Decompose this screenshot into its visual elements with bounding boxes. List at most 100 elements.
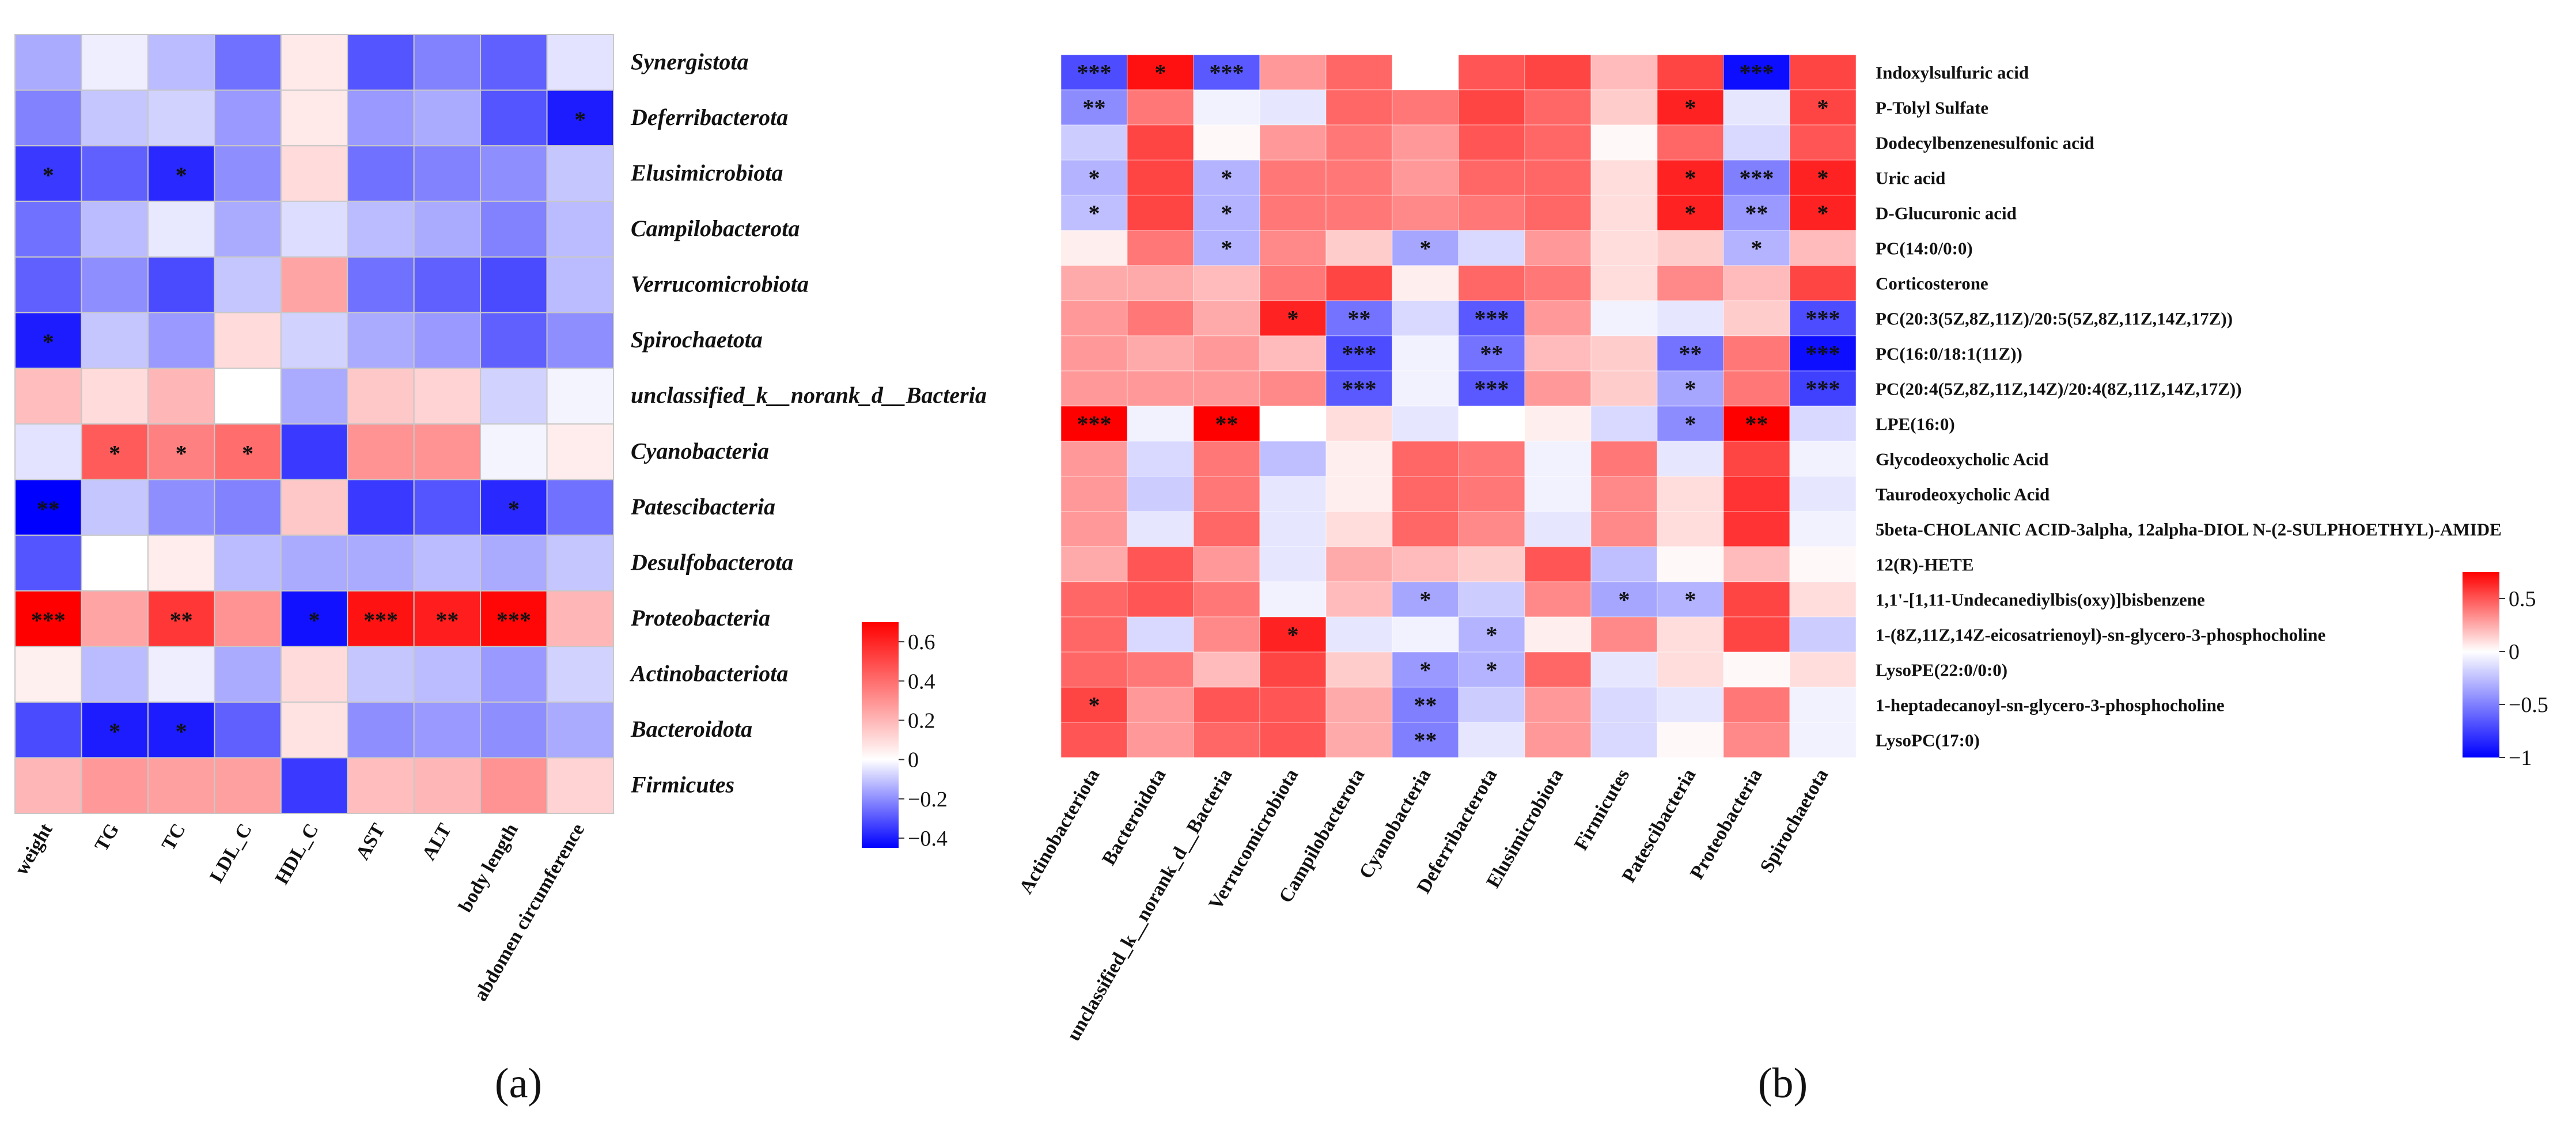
heatmap-cell bbox=[480, 757, 548, 815]
significance-marker: * bbox=[1751, 236, 1763, 262]
heatmap-cell bbox=[1789, 441, 1857, 477]
heatmap-cell bbox=[1723, 89, 1790, 126]
heatmap-cell bbox=[1789, 476, 1857, 512]
heatmap-cell bbox=[1657, 441, 1724, 477]
heatmap-cell bbox=[147, 479, 215, 536]
heatmap-cell bbox=[1060, 335, 1128, 372]
colorbar-tick-label: −0.4 bbox=[908, 827, 948, 851]
heatmap-cell bbox=[1127, 511, 1194, 547]
heatmap-cell bbox=[413, 646, 482, 703]
significance-marker: * bbox=[1420, 587, 1431, 613]
heatmap-cell bbox=[1458, 651, 1525, 688]
heatmap-cell bbox=[1524, 265, 1592, 301]
heatmap-cell bbox=[1524, 300, 1592, 336]
heatmap-cell bbox=[1127, 195, 1194, 231]
heatmap-cell bbox=[1657, 124, 1724, 161]
heatmap-cell bbox=[1458, 370, 1525, 407]
heatmap-cell bbox=[1127, 370, 1194, 407]
heatmap-cell bbox=[147, 368, 215, 425]
row-label: Actinobacteriota bbox=[629, 661, 788, 687]
heatmap-cell bbox=[147, 423, 215, 480]
significance-marker: * bbox=[508, 496, 520, 522]
heatmap-cell bbox=[1127, 406, 1194, 442]
heatmap-cell bbox=[1060, 687, 1128, 723]
significance-marker: *** bbox=[363, 607, 398, 633]
heatmap-cell bbox=[1723, 651, 1790, 688]
heatmap-cell bbox=[280, 479, 348, 536]
heatmap-cell bbox=[1723, 195, 1790, 231]
colorbar-tick-label: 0.5 bbox=[2509, 587, 2536, 611]
heatmap-cell bbox=[1127, 54, 1194, 90]
heatmap-cell bbox=[1259, 546, 1327, 582]
heatmap-cell bbox=[480, 535, 548, 592]
significance-marker: * bbox=[1817, 200, 1829, 226]
row-label: Taurodeoxycholic Acid bbox=[1876, 484, 2050, 505]
heatmap-cell bbox=[147, 256, 215, 313]
column-label: TG bbox=[90, 820, 123, 855]
heatmap-cell bbox=[546, 757, 614, 815]
heatmap-cell bbox=[1325, 124, 1393, 161]
heatmap-cell bbox=[347, 200, 415, 258]
heatmap-cell bbox=[14, 89, 82, 147]
heatmap-cell bbox=[1325, 616, 1393, 653]
heatmap-cell bbox=[480, 145, 548, 202]
heatmap-cell bbox=[413, 34, 482, 91]
significance-marker: *** bbox=[1806, 341, 1840, 367]
row-label: LPE(16:0) bbox=[1876, 414, 1955, 434]
heatmap-cell bbox=[14, 646, 82, 703]
colorbar bbox=[2463, 572, 2499, 757]
heatmap-cell bbox=[413, 312, 482, 369]
significance-marker: * bbox=[1685, 376, 1696, 402]
heatmap-cell bbox=[546, 479, 614, 536]
heatmap-cell bbox=[81, 256, 149, 313]
significance-marker: * bbox=[1685, 411, 1696, 437]
heatmap-cell bbox=[546, 200, 614, 258]
row-label: Elusimicrobiota bbox=[630, 160, 783, 185]
heatmap-cell bbox=[347, 256, 415, 313]
heatmap-cell bbox=[1325, 195, 1393, 231]
heatmap-cell bbox=[347, 423, 415, 480]
heatmap-cell bbox=[413, 590, 482, 647]
heatmap-cell bbox=[1392, 476, 1459, 512]
heatmap-cell bbox=[1723, 581, 1790, 618]
heatmap-cell bbox=[1723, 511, 1790, 547]
heatmap-cell bbox=[147, 200, 215, 258]
heatmap-cell bbox=[280, 200, 348, 258]
heatmap-cell bbox=[1524, 370, 1592, 407]
heatmap-cell bbox=[1657, 230, 1724, 266]
heatmap-cell bbox=[1789, 616, 1857, 653]
heatmap-cell bbox=[1392, 89, 1459, 126]
heatmap-cell bbox=[81, 757, 149, 815]
heatmap-cell bbox=[280, 646, 348, 703]
heatmap-cell bbox=[1325, 265, 1393, 301]
heatmap-cell bbox=[14, 368, 82, 425]
heatmap-cell bbox=[347, 34, 415, 91]
heatmap-cell bbox=[1060, 89, 1128, 126]
heatmap-cell bbox=[1193, 230, 1260, 266]
heatmap-cell bbox=[1458, 300, 1525, 336]
heatmap-cell bbox=[1789, 195, 1857, 231]
heatmap-cell bbox=[1789, 54, 1857, 90]
heatmap-cell bbox=[1657, 160, 1724, 196]
row-label: Synergistota bbox=[631, 48, 748, 74]
heatmap-cell bbox=[1259, 54, 1327, 90]
heatmap-cell bbox=[480, 646, 548, 703]
significance-marker: ** bbox=[1083, 95, 1106, 121]
heatmap-cell bbox=[214, 89, 282, 147]
column-label: Actinobacteriota bbox=[1016, 766, 1104, 897]
significance-marker: * bbox=[1420, 236, 1431, 262]
significance-marker: * bbox=[1619, 587, 1630, 613]
heatmap-cell bbox=[14, 423, 82, 480]
heatmap-cell bbox=[14, 34, 82, 91]
heatmap-cell bbox=[1193, 441, 1260, 477]
heatmap-cell bbox=[1193, 546, 1260, 582]
heatmap-cell bbox=[1524, 89, 1592, 126]
heatmap-cell bbox=[546, 646, 614, 703]
heatmap-cell bbox=[1524, 511, 1592, 547]
heatmap-cell bbox=[546, 256, 614, 313]
heatmap-cell bbox=[347, 368, 415, 425]
column-label: Spirochaetota bbox=[1756, 766, 1833, 877]
heatmap-cell bbox=[1590, 722, 1658, 758]
heatmap-cell bbox=[1060, 406, 1128, 442]
significance-marker: * bbox=[1685, 165, 1696, 191]
